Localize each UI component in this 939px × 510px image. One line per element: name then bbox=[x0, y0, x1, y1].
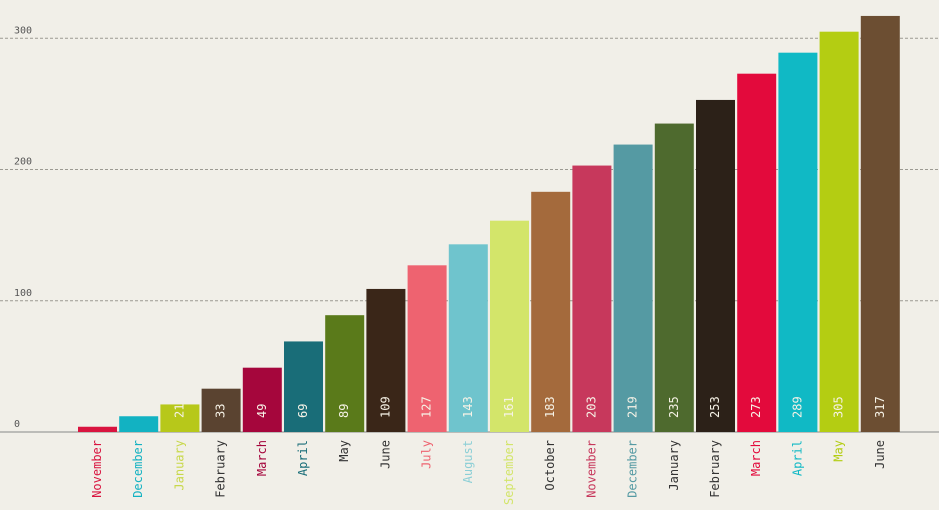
bar bbox=[778, 52, 818, 432]
y-tick-label: 200 bbox=[14, 157, 32, 168]
bar-value-label: 127 bbox=[420, 396, 434, 418]
bar bbox=[613, 144, 653, 432]
y-tick-label: 300 bbox=[14, 25, 32, 36]
x-tick-label: September bbox=[502, 440, 516, 505]
x-tick-label: April bbox=[296, 440, 310, 476]
bar-value-label: 69 bbox=[296, 404, 310, 418]
bar bbox=[201, 388, 241, 432]
x-tick-label: November bbox=[90, 440, 104, 498]
bar bbox=[737, 73, 777, 432]
x-tick-label: November bbox=[584, 440, 598, 498]
bar-value-label: 219 bbox=[626, 396, 640, 418]
bar-value-label: 305 bbox=[832, 396, 846, 418]
bar-value-label: 21 bbox=[172, 404, 186, 418]
x-tick-label: December bbox=[626, 440, 640, 498]
y-tick-label: 0 bbox=[14, 419, 20, 430]
bar-value-label: 161 bbox=[502, 396, 516, 418]
x-tick-label: January bbox=[667, 440, 681, 491]
bar-value-label: 317 bbox=[873, 396, 887, 418]
y-tick-label: 100 bbox=[14, 288, 32, 299]
bar bbox=[696, 99, 735, 432]
x-tick-label: May bbox=[832, 440, 846, 462]
bar bbox=[242, 367, 282, 432]
x-tick-label: May bbox=[337, 440, 351, 462]
bar bbox=[860, 15, 900, 432]
bar bbox=[448, 244, 488, 432]
x-tick-label: March bbox=[749, 440, 763, 476]
bar-value-label: 33 bbox=[214, 404, 228, 418]
x-tick-label: March bbox=[255, 440, 269, 476]
bar bbox=[490, 220, 529, 432]
bar-value-label: 109 bbox=[378, 396, 392, 418]
value-labels: 21 33 49 69 89 109 127 143 161 183 203 219 235 253 273… bbox=[172, 396, 886, 418]
bar bbox=[325, 315, 365, 432]
x-tick-label: January bbox=[172, 440, 186, 491]
bar-value-label: 289 bbox=[790, 396, 804, 418]
x-tick-label: April bbox=[790, 440, 804, 476]
bar bbox=[572, 165, 612, 432]
bar-value-label: 183 bbox=[543, 396, 557, 418]
x-tick-label: June bbox=[873, 440, 887, 469]
bars bbox=[78, 15, 900, 432]
bar bbox=[78, 426, 117, 432]
x-tick-label: June bbox=[378, 440, 392, 469]
x-tick-label: August bbox=[461, 440, 475, 483]
x-tick-label: February bbox=[708, 440, 722, 498]
bar-value-label: 235 bbox=[667, 396, 681, 418]
x-tick-label: October bbox=[543, 440, 557, 491]
bar bbox=[407, 265, 447, 432]
bar bbox=[366, 288, 406, 432]
bar bbox=[119, 416, 159, 432]
y-axis-ticks: 0 100 200 300 bbox=[14, 25, 32, 430]
bar-value-label: 89 bbox=[337, 404, 351, 418]
bar-value-label: 203 bbox=[584, 396, 598, 418]
x-tick-label: December bbox=[131, 440, 145, 498]
bar-value-label: 253 bbox=[708, 396, 722, 418]
bar bbox=[819, 31, 859, 432]
x-tick-label: July bbox=[420, 440, 434, 469]
x-axis-labels: November December January February March Apri… bbox=[90, 440, 887, 505]
bar bbox=[531, 191, 571, 432]
bar bbox=[284, 341, 323, 432]
bar bbox=[160, 404, 200, 432]
bar-value-label: 49 bbox=[255, 404, 269, 418]
x-tick-label: February bbox=[214, 440, 228, 498]
bar bbox=[654, 123, 694, 432]
bar-value-label: 273 bbox=[749, 396, 763, 418]
bar-value-label: 143 bbox=[461, 396, 475, 418]
